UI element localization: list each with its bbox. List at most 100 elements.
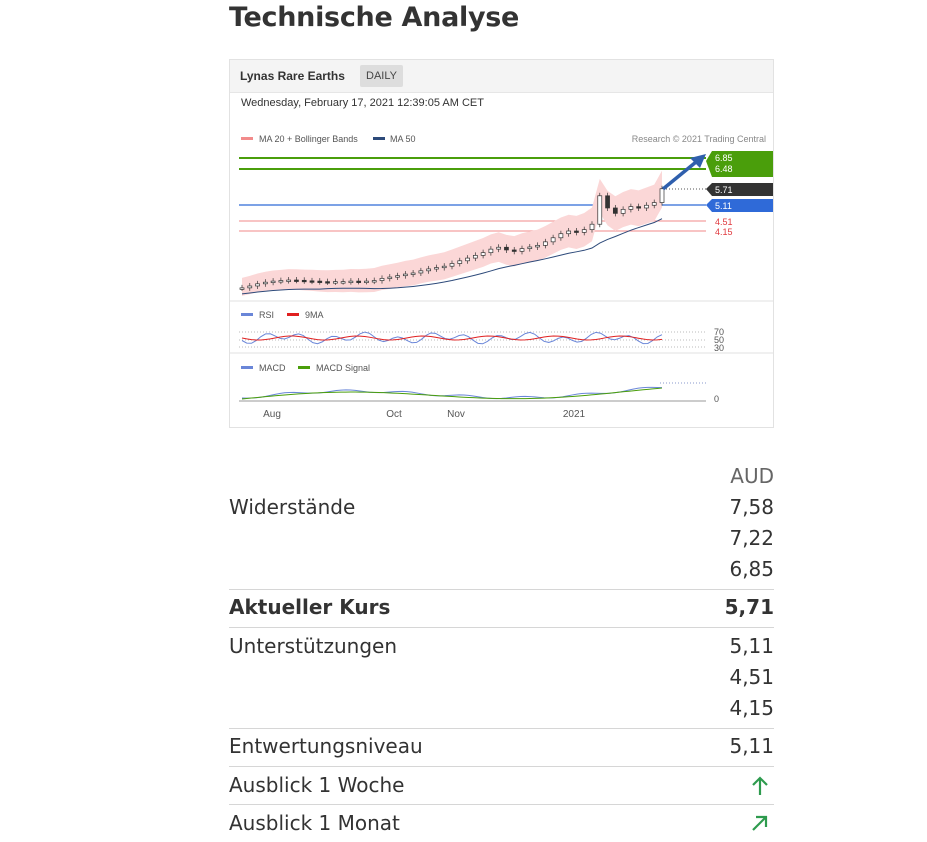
technical-chart: Lynas Rare Earths DAILY Wednesday, Febru… xyxy=(229,59,774,428)
candle-body xyxy=(566,230,572,235)
legend-9ma-swatch xyxy=(287,313,299,316)
candle-body xyxy=(364,280,369,283)
candle-body xyxy=(589,223,595,230)
rsi-line xyxy=(241,331,663,345)
candle-body xyxy=(597,195,603,225)
candle-body xyxy=(247,285,253,289)
legend-rsi-label: RSI xyxy=(259,310,274,320)
candle-body xyxy=(628,206,634,210)
rsi-label-70: 70 xyxy=(714,327,724,337)
level-tag-5-11: 5.11 xyxy=(706,199,773,212)
support-value: 5,11 xyxy=(729,634,774,658)
resistance-value: 6,85 xyxy=(729,557,774,581)
row-divider xyxy=(229,804,774,805)
candle-body xyxy=(340,281,346,284)
candle-body xyxy=(434,267,439,270)
legend-ma20-label: MA 20 + Bollinger Bands xyxy=(259,134,358,144)
legend-macd-swatch xyxy=(241,366,253,369)
level-tag-6-85: 6.85 6.48 xyxy=(706,151,773,177)
candle-body xyxy=(441,265,447,269)
resistances-label: Widerstände xyxy=(229,495,356,519)
candle-body xyxy=(636,206,642,209)
candle-body xyxy=(465,257,470,262)
outlook-month-row: Ausblick 1 Monat xyxy=(229,811,774,841)
candle-body xyxy=(644,204,649,209)
forecast-arrow-shaft xyxy=(661,160,698,191)
period-badge: DAILY xyxy=(360,65,403,87)
candle-body xyxy=(535,245,540,248)
candle-body xyxy=(255,283,260,287)
svg-text:6.85: 6.85 xyxy=(715,153,733,163)
arrow-up-right-icon xyxy=(752,815,768,831)
candle-body xyxy=(620,208,626,214)
candle-body xyxy=(574,230,579,233)
candle-body xyxy=(379,278,385,281)
outlook-week-label: Ausblick 1 Woche xyxy=(229,773,405,797)
instrument-name: Lynas Rare Earths xyxy=(240,69,345,83)
candle-body xyxy=(286,279,292,282)
rsi-label-50: 50 xyxy=(714,335,724,345)
row-divider xyxy=(229,766,774,767)
current-price-row: Aktueller Kurs 5,71 xyxy=(229,595,774,625)
svg-text:5.71: 5.71 xyxy=(715,185,733,195)
row-divider xyxy=(229,728,774,729)
candle-body xyxy=(402,273,408,277)
candle-body xyxy=(527,246,533,249)
resistance-value: 7,22 xyxy=(729,526,774,550)
support-value: 4,51 xyxy=(729,665,774,689)
resistances-row: Widerstände 7,58 7,22 6,85 xyxy=(229,495,774,585)
row-divider xyxy=(229,627,774,628)
candle-body xyxy=(605,195,610,209)
candle-body xyxy=(511,249,517,252)
x-tick-oct: Oct xyxy=(386,409,402,420)
candle-body xyxy=(418,270,424,274)
invalidation-row: Entwertungsniveau 5,11 xyxy=(229,734,774,764)
current-price-label: Aktueller Kurs xyxy=(229,595,391,619)
candle-body xyxy=(317,280,323,283)
candle-body xyxy=(558,233,564,239)
chart-canvas: MA 20 + Bollinger Bands MA 50 Research ©… xyxy=(230,134,773,420)
candle-body xyxy=(262,281,268,285)
supports-label: Unterstützungen xyxy=(229,634,397,658)
legend-ma50-swatch xyxy=(373,137,385,140)
candle-body xyxy=(542,241,548,246)
candle-body xyxy=(294,279,299,282)
candle-body xyxy=(356,280,362,283)
candle-body xyxy=(651,202,657,206)
candle-body xyxy=(301,279,307,283)
ma50-line xyxy=(241,218,663,295)
price-candles xyxy=(239,185,665,291)
macd-zero-label: 0 xyxy=(714,394,719,404)
x-tick-aug: Aug xyxy=(263,409,281,420)
chart-copyright: Research © 2021 Trading Central xyxy=(632,134,766,144)
invalidation-label: Entwertungsniveau xyxy=(229,734,423,758)
level-tag-4-51: 4.51 xyxy=(715,217,733,227)
legend-macd-signal-label: MACD Signal xyxy=(316,363,370,373)
candle-body xyxy=(325,281,330,284)
level-tag-6-48: 6.48 xyxy=(715,164,733,174)
candle-body xyxy=(332,281,338,284)
supports-row: Unterstützungen 5,11 4,51 4,15 xyxy=(229,634,774,724)
outlook-month-label: Ausblick 1 Monat xyxy=(229,811,400,835)
macd-signal-line xyxy=(241,387,663,400)
level-tag-5-71: 5.71 xyxy=(706,183,773,196)
legend-macd-signal-swatch xyxy=(298,366,310,369)
outlook-week-row: Ausblick 1 Woche xyxy=(229,773,774,803)
arrow-up-icon xyxy=(752,776,768,795)
legend-macd-label: MACD xyxy=(259,363,286,373)
candle-body xyxy=(387,276,393,279)
support-value: 4,15 xyxy=(729,696,774,720)
chart-timestamp: Wednesday, February 17, 2021 12:39:05 AM… xyxy=(241,97,484,109)
resistance-value: 7,58 xyxy=(729,495,774,519)
svg-text:5.11: 5.11 xyxy=(715,201,732,211)
candle-body xyxy=(488,248,494,254)
candle-body xyxy=(496,246,502,250)
rsi-label-30: 30 xyxy=(714,343,724,353)
candle-body xyxy=(278,280,284,283)
candle-body xyxy=(449,263,455,267)
legend-ma50-label: MA 50 xyxy=(390,134,416,144)
candle-body xyxy=(480,252,486,256)
candle-body xyxy=(581,229,587,233)
candle-body xyxy=(410,272,416,275)
candle-body xyxy=(348,280,354,283)
